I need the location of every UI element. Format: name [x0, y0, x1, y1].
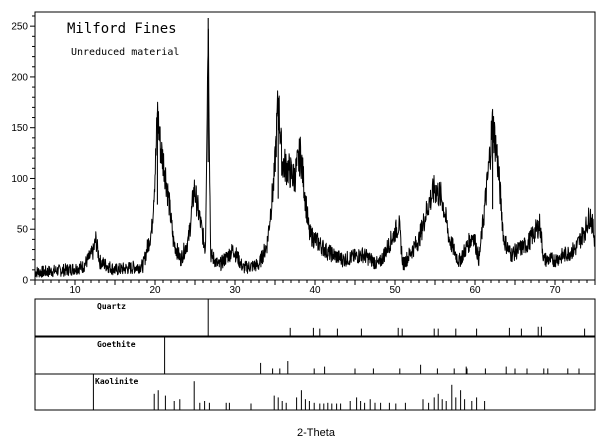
phase-name: Kaolinite: [95, 376, 139, 386]
x-tick-label: 40: [309, 285, 321, 296]
x-tick-label: 10: [69, 285, 81, 296]
chart-subtitle: Unreduced material: [71, 47, 179, 58]
x-axis: 10 20 30 40 50 60 70: [34, 280, 596, 296]
y-tick-label: 50: [17, 225, 29, 236]
x-tick-label: 20: [149, 285, 161, 296]
y-tick-label: 0: [22, 276, 28, 287]
phase-panel-frame: [34, 298, 596, 337]
diffraction-pattern-line: [34, 28, 596, 278]
y-tick-label: 250: [11, 22, 28, 33]
phase-panel-frame: [34, 373, 596, 411]
x-axis-label: 2-Theta: [297, 427, 336, 438]
x-tick-label: 70: [549, 285, 561, 296]
y-tick-label: 100: [11, 174, 28, 185]
reference-phase-panels: Quartz Goethite Kaolinite: [34, 298, 596, 411]
y-axis: 0 50 100 150 200 250: [11, 15, 35, 287]
phase-panel-kaolinite: Kaolinite: [34, 373, 596, 411]
phase-name: Quartz: [97, 302, 126, 311]
phase-panel-quartz: Quartz: [34, 298, 596, 337]
y-tick-label: 200: [11, 72, 28, 83]
x-tick-label: 60: [469, 285, 481, 296]
chart-title: Milford Fines: [67, 21, 177, 37]
x-tick-label: 50: [389, 285, 401, 296]
x-tick-label: 30: [229, 285, 241, 296]
phase-name: Goethite: [97, 339, 136, 349]
y-tick-label: 150: [11, 123, 28, 134]
